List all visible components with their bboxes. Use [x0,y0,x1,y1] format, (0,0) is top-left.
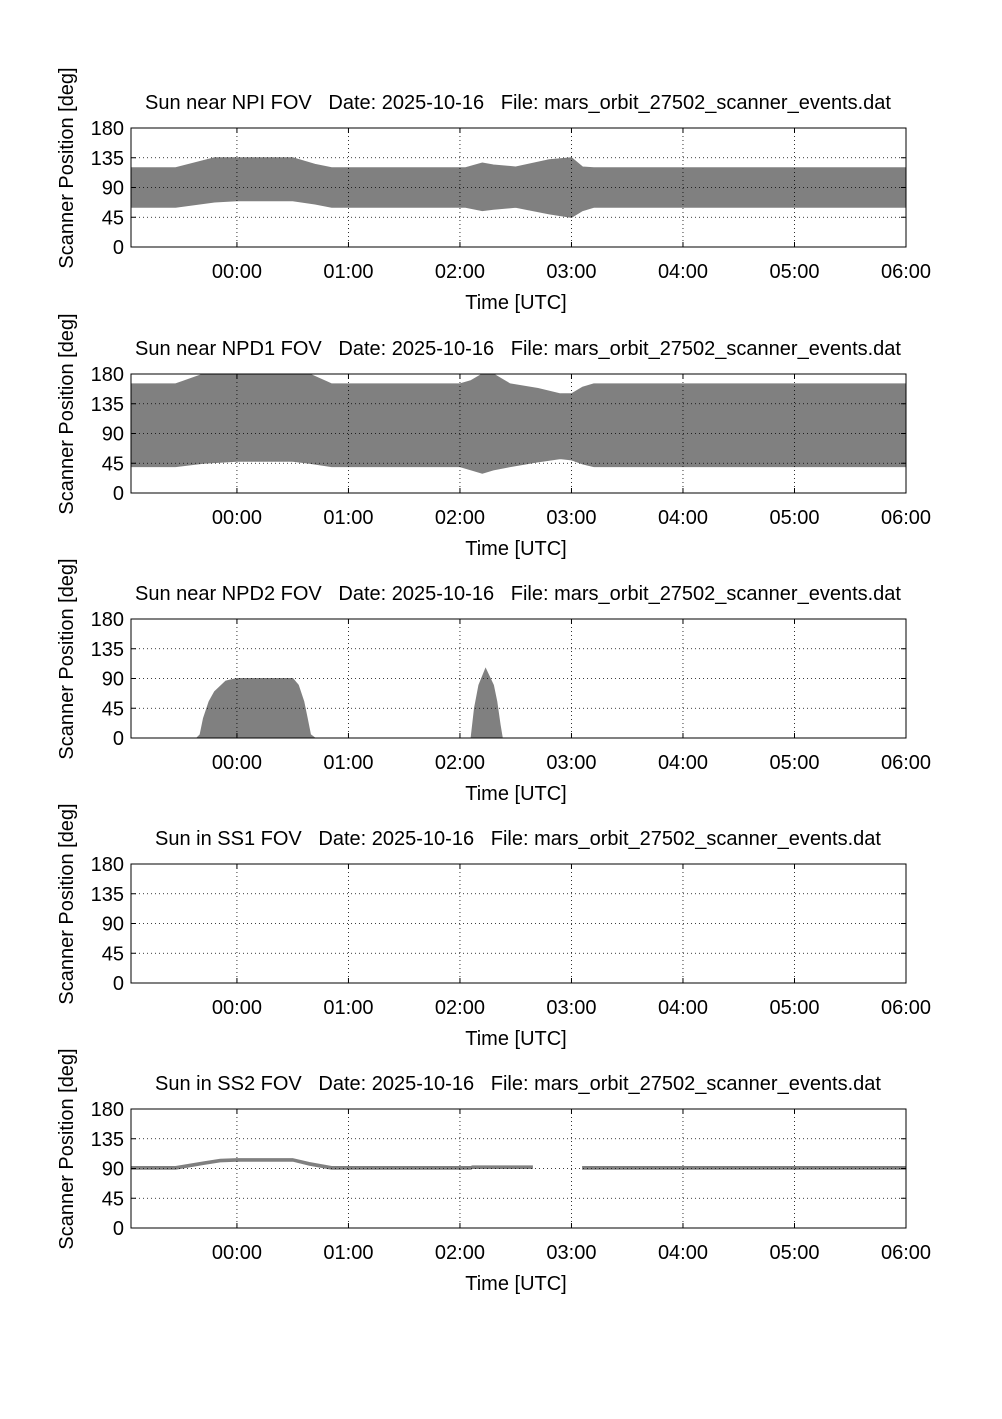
y-axis-label: Scanner Position [deg] [56,803,78,1004]
y-tick-label: 180 [91,854,124,876]
x-axis-label: Time [UTC] [465,1273,566,1295]
x-tick-label: 02:00 [435,752,485,774]
y-tick-label: 0 [113,973,124,995]
x-axis-label: Time [UTC] [465,538,566,560]
y-tick-label: 135 [91,148,124,170]
y-axis-label: Scanner Position [deg] [56,313,78,514]
x-tick-label: 01:00 [323,261,373,283]
x-axis-label: Time [UTC] [465,783,566,805]
y-tick-label: 45 [102,1188,124,1210]
y-axis-label: Scanner Position [deg] [56,1048,78,1249]
y-tick-label: 45 [102,698,124,720]
y-tick-label: 90 [102,1159,124,1181]
y-tick-label: 135 [91,884,124,906]
x-tick-label: 04:00 [658,261,708,283]
y-tick-label: 180 [91,1099,124,1121]
chart-title: Sun near NPI FOV Date: 2025-10-16 File: … [145,92,891,114]
x-tick-label: 05:00 [769,1242,819,1264]
x-tick-label: 00:00 [212,507,262,529]
x-tick-label: 03:00 [546,507,596,529]
series-area-1 [131,667,906,739]
x-tick-label: 05:00 [769,997,819,1019]
x-tick-label: 06:00 [881,752,931,774]
y-tick-label: 0 [113,728,124,750]
x-tick-label: 00:00 [212,997,262,1019]
chart-panel-1: 00:00 01:00 02:00 03:00 04:00 05:00 06:00 0 45 90… [56,67,931,314]
y-tick-label: 0 [113,483,124,505]
x-tick-label: 04:00 [658,507,708,529]
chart-panel-4: 00:00 01:00 02:00 03:00 04:00 05:00 06:00 0 45 90… [56,803,931,1050]
x-tick-label: 05:00 [769,752,819,774]
y-tick-label: 135 [91,639,124,661]
x-tick-label: 03:00 [546,997,596,1019]
y-tick-label: 180 [91,118,124,140]
y-tick-label: 90 [102,914,124,936]
chart-title: Sun near NPD1 FOV Date: 2025-10-16 File:… [135,338,901,360]
chart-title: Sun in SS1 FOV Date: 2025-10-16 File: ma… [155,828,881,850]
x-tick-label: 06:00 [881,261,931,283]
chart-panel-5: 00:00 01:00 02:00 03:00 04:00 05:00 06:00 0 45 90… [56,1048,931,1295]
x-tick-label: 03:00 [546,752,596,774]
x-tick-label: 03:00 [546,261,596,283]
y-tick-label: 90 [102,669,124,691]
x-tick-label: 04:00 [658,1242,708,1264]
series-area-1 [130,373,907,474]
x-tick-label: 06:00 [881,997,931,1019]
chart-panel-3: 00:00 01:00 02:00 03:00 04:00 05:00 06:00 0 45 90… [56,558,931,805]
x-tick-label: 00:00 [212,1242,262,1264]
x-tick-label: 02:00 [435,507,485,529]
x-tick-label: 04:00 [658,997,708,1019]
x-tick-label: 05:00 [769,261,819,283]
y-axis-label: Scanner Position [deg] [56,558,78,759]
y-tick-label: 0 [113,1218,124,1240]
y-tick-label: 135 [91,394,124,416]
x-tick-label: 04:00 [658,752,708,774]
y-tick-label: 90 [102,178,124,200]
y-tick-label: 45 [102,453,124,475]
x-tick-label: 02:00 [435,1242,485,1264]
x-tick-label: 01:00 [323,1242,373,1264]
x-tick-label: 00:00 [212,261,262,283]
chart-title: Sun in SS2 FOV Date: 2025-10-16 File: ma… [155,1073,881,1095]
y-tick-label: 135 [91,1129,124,1151]
x-tick-label: 01:00 [323,752,373,774]
x-tick-label: 03:00 [546,1242,596,1264]
x-tick-label: 01:00 [323,507,373,529]
x-axis-label: Time [UTC] [465,1028,566,1050]
y-tick-label: 45 [102,943,124,965]
chart-panel-2: 00:00 01:00 02:00 03:00 04:00 05:00 06:00 0 45 90… [56,313,931,560]
x-tick-label: 01:00 [323,997,373,1019]
x-tick-label: 05:00 [769,507,819,529]
y-tick-label: 90 [102,424,124,446]
y-axis-label: Scanner Position [deg] [56,67,78,268]
x-tick-label: 00:00 [212,752,262,774]
y-tick-label: 0 [113,237,124,259]
y-tick-label: 45 [102,207,124,229]
x-axis-label: Time [UTC] [465,292,566,314]
y-tick-label: 180 [91,364,124,386]
y-tick-label: 180 [91,609,124,631]
x-tick-label: 06:00 [881,507,931,529]
x-tick-label: 02:00 [435,261,485,283]
x-tick-label: 02:00 [435,997,485,1019]
series-area-1 [130,1158,533,1170]
chart-title: Sun near NPD2 FOV Date: 2025-10-16 File:… [135,583,901,605]
x-tick-label: 06:00 [881,1242,931,1264]
